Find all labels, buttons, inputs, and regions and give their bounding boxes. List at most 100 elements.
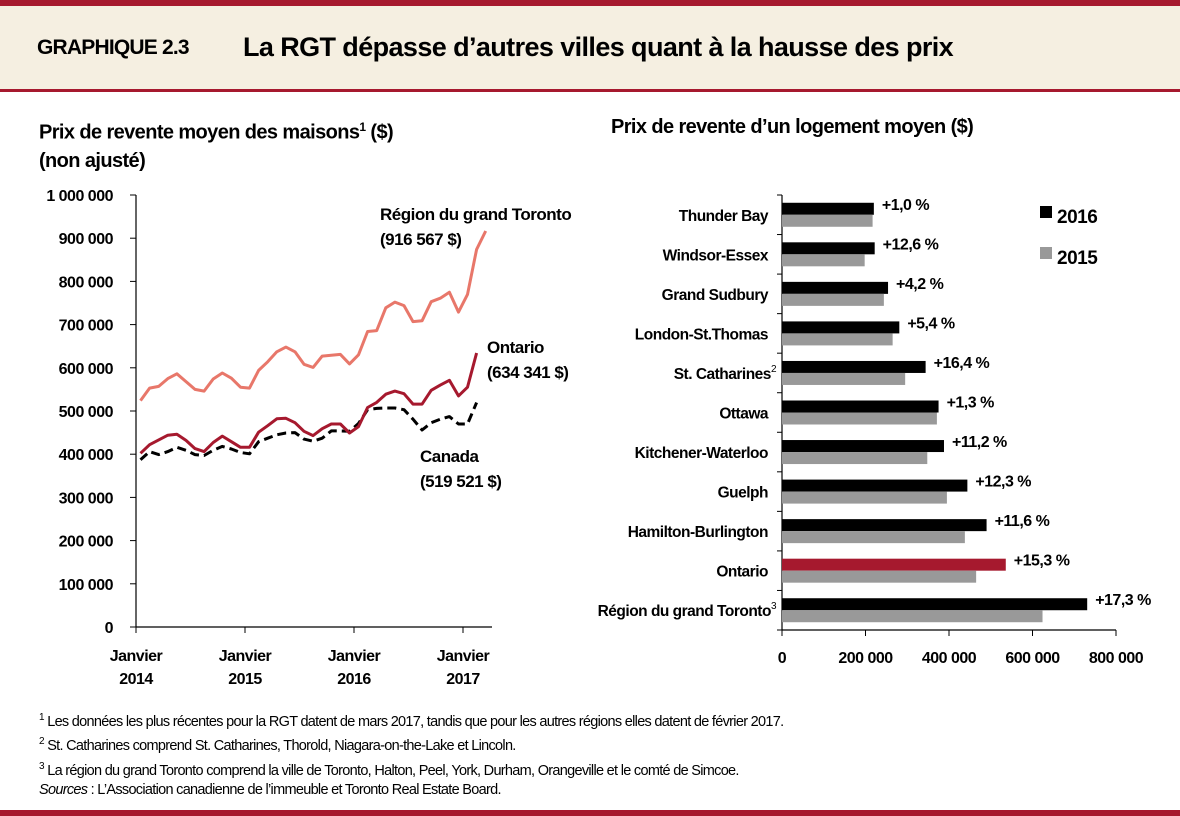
bar-category-label: Kitchener-Waterloo	[635, 445, 768, 462]
series-value-gta: (916 567 $)	[380, 230, 461, 249]
header-divider	[0, 89, 1180, 92]
footnote-ref: 1	[359, 120, 366, 134]
bar-2016	[782, 281, 889, 294]
footnote-3: 3 La région du grand Toronto comprend la…	[39, 757, 783, 781]
category-name: Thunder Bay	[679, 208, 769, 225]
series-line-ontario	[139, 352, 479, 455]
legend-swatch-2016	[1040, 206, 1052, 218]
y-tick-label: 0	[105, 620, 114, 637]
footnote-number: 3	[39, 760, 45, 772]
bar-category-label: Windsor-Essex	[663, 247, 769, 264]
category-name: London-St.Thomas	[635, 326, 768, 343]
x-tick-label: Janvier	[437, 648, 490, 665]
bar-2016	[782, 440, 944, 453]
category-name: St. Catharines	[674, 366, 771, 383]
y-tick-label: 100 000	[59, 577, 114, 594]
y-tick-label: 1 000 000	[46, 188, 113, 205]
footnote-text: Les données les plus récentes pour la RG…	[43, 713, 784, 730]
category-name: Kitchener-Waterloo	[635, 445, 768, 462]
sources-text: : L’Association canadienne de l’immeuble…	[87, 781, 502, 798]
bar-2015	[782, 214, 873, 227]
footnote-ref: 2	[771, 364, 777, 375]
bar-2016	[782, 360, 926, 373]
sources: Sources : L’Association canadienne de l’…	[39, 781, 783, 801]
legend-label-2015: 2015	[1057, 248, 1098, 269]
category-name: Ottawa	[719, 406, 769, 423]
series-label-canada: Canada	[420, 447, 479, 466]
sources-label: Sources	[39, 781, 88, 798]
bar-change-label: +11,2 %	[952, 434, 1007, 451]
bar-change-label: +1,0 %	[882, 197, 930, 214]
bar-2016	[782, 202, 874, 215]
footnotes: 1 Les données les plus récentes pour la …	[39, 708, 784, 801]
y-tick-label: 200 000	[59, 534, 114, 551]
bar-2016	[782, 242, 875, 255]
bar-x-tick-label: 800 000	[1089, 650, 1144, 667]
bar-2015	[782, 452, 928, 465]
bar-2015	[782, 254, 865, 267]
series-label-gta: Région du grand Toronto	[380, 205, 571, 224]
bar-2015	[782, 412, 937, 425]
footnote-text: St. Catharines comprend St. Catharines, …	[43, 738, 516, 755]
y-tick-label: 500 000	[59, 404, 114, 421]
footnote-2: 2 St. Catharines comprend St. Catharines…	[39, 732, 783, 756]
legend-label-2016: 2016	[1057, 207, 1097, 228]
bar-chart-title: Prix de revente d’un logement moyen ($)	[611, 116, 974, 138]
bar-category-label: St. Catharines2	[674, 364, 777, 383]
bar-change-label: +15,3 %	[1014, 553, 1070, 570]
y-tick-label: 700 000	[59, 318, 114, 335]
bar-2015	[782, 372, 906, 385]
bar-2015	[782, 531, 965, 544]
series-line-gta	[139, 230, 488, 402]
bar-category-label: Hamilton-Burlington	[628, 524, 768, 541]
x-tick-label: 2017	[446, 671, 480, 688]
y-tick-label: 600 000	[59, 361, 114, 378]
bottom-accent-bar	[0, 810, 1180, 816]
x-tick-label: 2014	[119, 671, 153, 688]
bar-x-tick-label: 400 000	[922, 650, 977, 667]
bar-x-tick-label: 0	[778, 650, 787, 667]
bar-change-label: +1,3 %	[947, 395, 995, 412]
series-value-ontario: (634 341 $)	[487, 363, 568, 382]
bar-category-label: Guelph	[718, 485, 768, 502]
bar-category-label: London-St.Thomas	[635, 326, 768, 343]
line-chart-title: Prix de revente moyen des maisons1 ($) (…	[39, 113, 394, 175]
bar-2015	[782, 333, 893, 346]
category-name: Grand Sudbury	[662, 287, 769, 304]
x-tick-label: Janvier	[219, 648, 272, 665]
bar-category-label: Ottawa	[719, 406, 769, 423]
category-name: Guelph	[718, 485, 768, 502]
bar-2016	[782, 558, 1006, 571]
x-tick-label: 2015	[228, 671, 262, 688]
category-name: Hamilton-Burlington	[628, 524, 768, 541]
line-chart-unit: ($)	[370, 121, 394, 144]
bar-change-label: +5,4 %	[907, 315, 955, 332]
bar-category-label: Grand Sudbury	[662, 287, 769, 304]
bar-x-tick-label: 200 000	[838, 650, 893, 667]
footnote-number: 2	[39, 736, 45, 748]
bar-2016	[782, 321, 900, 334]
bar-2016	[782, 400, 939, 413]
bar-change-label: +12,3 %	[975, 474, 1031, 491]
bar-x-tick-label: 600 000	[1005, 650, 1060, 667]
series-line-canada	[139, 402, 478, 461]
series-value-canada: (519 521 $)	[420, 472, 501, 491]
bar-2015	[782, 570, 977, 583]
bar-change-label: +17,3 %	[1095, 592, 1151, 609]
category-name: Windsor-Essex	[663, 247, 769, 264]
footnote-ref: 3	[771, 601, 777, 612]
x-tick-label: Janvier	[328, 648, 381, 665]
bar-2016	[782, 519, 987, 532]
series-label-ontario: Ontario	[487, 338, 544, 357]
footnote-1: 1 Les données les plus récentes pour la …	[39, 708, 784, 732]
header	[0, 6, 1180, 89]
x-tick-label: Janvier	[110, 648, 163, 665]
footnote-text: La région du grand Toronto comprend la v…	[43, 762, 739, 779]
chart-number: GRAPHIQUE 2.3	[37, 36, 190, 59]
bar-category-label: Ontario	[716, 564, 768, 581]
line-chart-subtitle: (non ajusté)	[39, 149, 146, 172]
chart-title: La RGT dépasse d’autres villes quant à l…	[243, 32, 954, 62]
bar-2016	[782, 479, 968, 492]
bar-change-label: +4,2 %	[896, 276, 944, 293]
